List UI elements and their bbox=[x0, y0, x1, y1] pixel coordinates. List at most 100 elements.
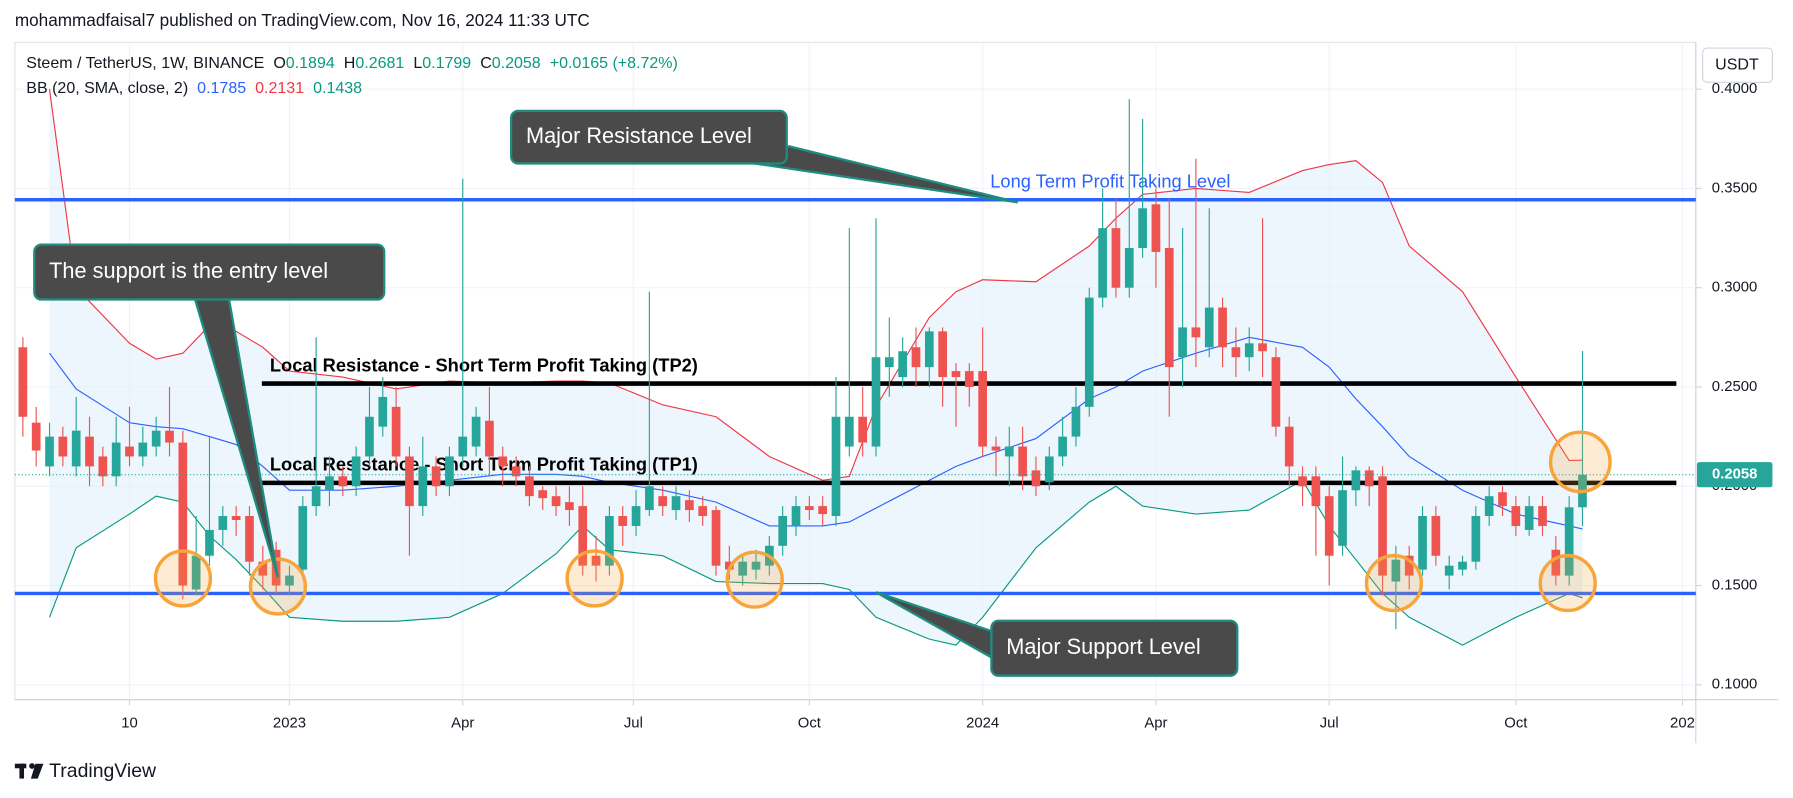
candle-body bbox=[924, 331, 934, 368]
candle-body bbox=[258, 561, 268, 576]
candle-body bbox=[31, 422, 41, 451]
candle-body bbox=[205, 529, 214, 556]
callout-box bbox=[990, 619, 1239, 677]
candle-body bbox=[1311, 476, 1321, 507]
candle-body bbox=[538, 490, 548, 499]
candle-body bbox=[165, 430, 174, 443]
candle-body bbox=[1498, 492, 1507, 507]
candle-body bbox=[525, 476, 534, 497]
candle-body bbox=[1404, 555, 1414, 576]
candle-body bbox=[1124, 247, 1134, 288]
label: H bbox=[344, 55, 356, 72]
candle-body bbox=[884, 357, 894, 368]
candle-body bbox=[551, 496, 561, 507]
highlight-circle bbox=[565, 549, 624, 608]
candle-body bbox=[418, 466, 428, 507]
overlay: 0.2058 bbox=[1696, 462, 1773, 488]
x-tick-label: Apr bbox=[1144, 716, 1167, 732]
candle-body bbox=[1324, 496, 1334, 556]
highlight-circle bbox=[153, 549, 213, 608]
candle-body bbox=[1244, 343, 1254, 358]
header: mohammadfaisal7 published on TradingView… bbox=[15, 10, 590, 30]
candle-body bbox=[1058, 436, 1067, 457]
candle-body bbox=[1284, 426, 1294, 467]
candle-body bbox=[365, 416, 374, 457]
candle-body bbox=[351, 456, 361, 487]
candle-body bbox=[631, 506, 641, 526]
x-tick-label: Jul bbox=[624, 716, 643, 732]
candle-body bbox=[71, 430, 81, 467]
candle-body bbox=[511, 466, 521, 477]
candle-body bbox=[1098, 228, 1107, 298]
candle-body bbox=[85, 436, 94, 467]
candle-body bbox=[1444, 565, 1454, 576]
candle-body bbox=[1218, 307, 1227, 348]
candle-body bbox=[138, 442, 148, 457]
callouts bbox=[33, 109, 1239, 677]
candle-body bbox=[898, 351, 908, 378]
candle-body bbox=[858, 416, 868, 443]
candle-body bbox=[1418, 516, 1427, 570]
candle-body bbox=[1151, 204, 1161, 252]
currency[interactable]: USDT bbox=[1715, 56, 1759, 73]
candle-body bbox=[685, 500, 694, 511]
candle-body bbox=[58, 436, 68, 457]
candle-body bbox=[791, 506, 801, 526]
candle-body bbox=[98, 456, 108, 477]
x-tick-label: Apr bbox=[451, 716, 474, 732]
value: 0.1894 bbox=[286, 55, 335, 72]
last-price-label: 0.2058 bbox=[1712, 467, 1757, 483]
change: +0.0165 (+8.72%) bbox=[550, 55, 678, 72]
candle-body bbox=[1564, 507, 1574, 576]
candle-body bbox=[378, 396, 388, 427]
candle-body bbox=[285, 575, 294, 586]
candle-body bbox=[1431, 516, 1441, 556]
candle-body bbox=[178, 442, 188, 586]
candle-body bbox=[18, 347, 28, 417]
candle-body bbox=[751, 561, 761, 570]
symbol: Steem / TetherUS, 1W, BINANCE bbox=[26, 55, 264, 72]
candle-body bbox=[991, 446, 1001, 451]
candle-body bbox=[578, 506, 588, 566]
candle-body bbox=[818, 506, 828, 515]
candle-body bbox=[1031, 470, 1041, 487]
candle-body bbox=[338, 476, 348, 487]
label: L bbox=[413, 55, 422, 72]
candle-body bbox=[1298, 476, 1307, 487]
value: 0.1438 bbox=[313, 80, 362, 97]
highlights bbox=[153, 430, 1612, 616]
candle-body bbox=[658, 496, 668, 507]
candle-body bbox=[325, 476, 334, 491]
candle-body bbox=[1338, 490, 1347, 546]
y-tick-label: 0.4000 bbox=[1712, 81, 1757, 97]
candle-body bbox=[1524, 506, 1534, 530]
candle-body bbox=[1204, 307, 1214, 348]
currency-box[interactable] bbox=[1702, 47, 1773, 83]
candle-body bbox=[1084, 297, 1094, 407]
highlight-circle bbox=[1364, 553, 1424, 613]
candle-body bbox=[1378, 476, 1387, 576]
candle-body bbox=[565, 502, 574, 511]
y-tick-label: 0.1000 bbox=[1712, 677, 1757, 693]
callout-text: The support is the entry level bbox=[49, 258, 328, 283]
candle-body bbox=[1018, 446, 1027, 477]
candle-body bbox=[111, 442, 121, 477]
highlight-circle bbox=[1538, 553, 1597, 613]
x-tick-label: 2024 bbox=[966, 716, 999, 732]
x-tick-label: Oct bbox=[798, 716, 822, 732]
candle-body bbox=[618, 516, 628, 526]
logo-part bbox=[30, 763, 44, 779]
callout-text: Major Support Level bbox=[1006, 634, 1200, 659]
last-price-box bbox=[1696, 462, 1773, 488]
candle-body bbox=[311, 486, 321, 507]
candle-body bbox=[698, 506, 708, 517]
brand: TradingView bbox=[49, 760, 157, 782]
plot: Long Term Profit Taking Level Local Resis… bbox=[14, 89, 1696, 646]
candle-body bbox=[1271, 357, 1281, 427]
candle-body bbox=[951, 371, 961, 378]
label: O bbox=[273, 55, 285, 72]
candle-body bbox=[804, 506, 814, 511]
x-tick-label: 202 bbox=[1670, 716, 1695, 732]
